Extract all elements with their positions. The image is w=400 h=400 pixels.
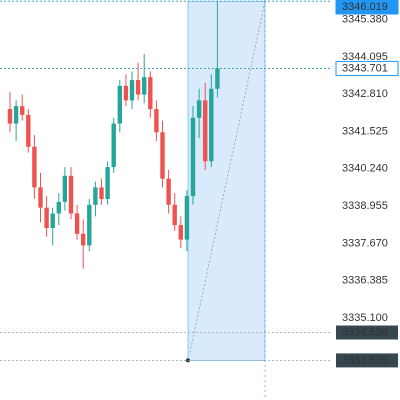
range-box-label: 3334.596 bbox=[342, 326, 388, 338]
candle-body bbox=[123, 85, 129, 101]
candle-body bbox=[44, 207, 49, 228]
candle-body bbox=[142, 77, 147, 95]
candle-body bbox=[99, 187, 104, 199]
candle-body bbox=[184, 196, 190, 240]
candle-body bbox=[111, 123, 116, 168]
y-tick-label: 3344.095 bbox=[342, 51, 388, 63]
candle-body bbox=[196, 100, 202, 118]
y-tick-label: 3340.240 bbox=[342, 163, 388, 175]
candle-body bbox=[117, 85, 122, 124]
candle-body bbox=[190, 117, 196, 197]
candle-body bbox=[178, 225, 183, 240]
candle-body bbox=[7, 109, 13, 124]
range-box bbox=[336, 353, 398, 368]
candle-body bbox=[74, 213, 80, 234]
candle-body bbox=[81, 233, 86, 246]
range-box-label: 3333.635 bbox=[342, 354, 388, 366]
y-tick-label: 3338.955 bbox=[342, 200, 388, 212]
candle-body bbox=[172, 204, 177, 226]
candle-body bbox=[62, 175, 68, 202]
candle-body bbox=[13, 106, 19, 124]
candle-body bbox=[203, 100, 208, 162]
candle-body bbox=[32, 146, 37, 188]
candle-body bbox=[129, 80, 135, 101]
y-tick-label: 3336.385 bbox=[342, 275, 388, 287]
candle-body bbox=[154, 109, 159, 133]
y-tick-label: 3341.525 bbox=[342, 125, 388, 137]
candle-body bbox=[166, 178, 171, 205]
candle-body bbox=[160, 132, 165, 179]
candle-body bbox=[87, 204, 92, 246]
y-tick-label: 3342.810 bbox=[342, 88, 388, 100]
candle-body bbox=[215, 68, 220, 89]
candle-body bbox=[68, 175, 74, 214]
price-box bbox=[335, 60, 399, 76]
y-tick-label: 3335.100 bbox=[342, 312, 388, 324]
candle-body bbox=[105, 167, 110, 199]
y-tick-label: 3337.670 bbox=[342, 237, 388, 249]
candle-body bbox=[26, 114, 31, 147]
candle-body bbox=[56, 201, 61, 214]
price-box-label: 3343.701 bbox=[342, 62, 388, 74]
candle-body bbox=[38, 187, 43, 208]
price-box bbox=[335, 0, 399, 15]
candle-body bbox=[93, 187, 98, 205]
candle-body bbox=[148, 77, 153, 110]
candle-body bbox=[20, 106, 25, 115]
candle-body bbox=[209, 88, 214, 162]
candle-body bbox=[50, 213, 55, 228]
y-tick-label: 3345.380 bbox=[342, 14, 388, 26]
candle-body bbox=[135, 80, 141, 95]
price-box-label: 3346.019 bbox=[342, 1, 388, 13]
range-box bbox=[336, 325, 398, 340]
